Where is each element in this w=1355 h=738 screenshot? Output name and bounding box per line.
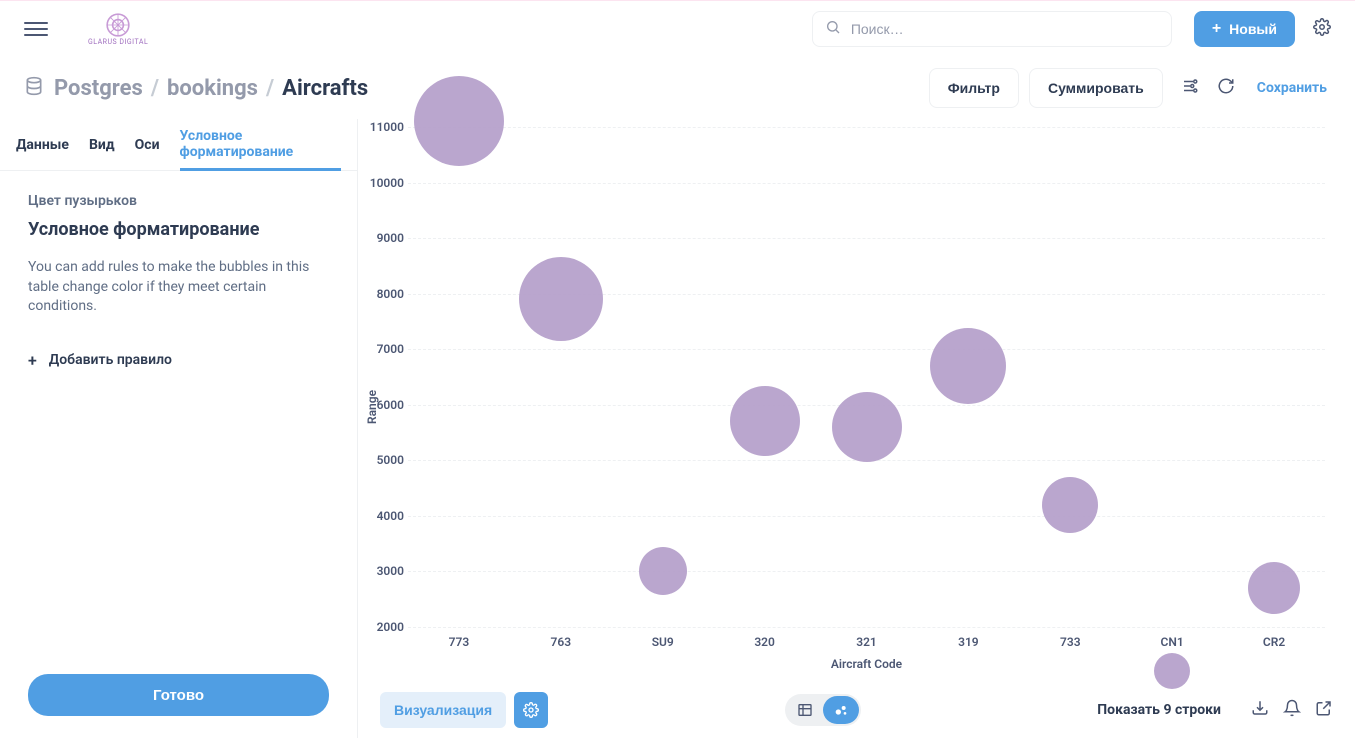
bubble[interactable]: [519, 257, 603, 341]
refresh-icon[interactable]: [1217, 77, 1235, 99]
bubble[interactable]: [930, 328, 1006, 404]
visualization-settings-button[interactable]: [514, 692, 548, 728]
bubble[interactable]: [730, 386, 800, 456]
panel-title: Условное форматирование: [28, 219, 329, 240]
breadcrumb-current: Aircrafts: [282, 76, 368, 101]
plus-icon: +: [28, 351, 37, 370]
x-tick: 321: [856, 635, 877, 649]
y-tick: 7000: [364, 342, 404, 356]
search-input[interactable]: [851, 21, 1159, 37]
visualization-button[interactable]: Визуализация: [380, 692, 506, 728]
bottom-bar: Визуализация Показать 9 строки: [358, 680, 1355, 738]
y-tick: 5000: [364, 453, 404, 467]
new-button-label: Новый: [1229, 21, 1277, 37]
y-tick: 4000: [364, 509, 404, 523]
bubble[interactable]: [832, 392, 902, 462]
x-tick: 320: [754, 635, 775, 649]
panel-description: You can add rules to make the bubbles in…: [28, 258, 329, 317]
gridline: [408, 127, 1325, 128]
tab-axes[interactable]: Оси: [135, 119, 160, 171]
x-tick: SU9: [652, 635, 674, 649]
query-subbar: Postgres / bookings / Aircrafts Фильтр С…: [0, 57, 1355, 119]
view-toggle: [785, 694, 861, 726]
tab-view[interactable]: Вид: [89, 119, 115, 171]
panel-subtitle: Цвет пузырьков: [28, 193, 329, 209]
new-button[interactable]: + Новый: [1194, 11, 1295, 47]
hamburger-menu[interactable]: [24, 17, 48, 41]
tab-conditional-formatting[interactable]: Условное форматирование: [180, 119, 341, 171]
x-tick: 319: [958, 635, 979, 649]
chart-area: Range 2000300040005000600070008000900010…: [358, 119, 1355, 738]
share-icon[interactable]: [1315, 699, 1333, 721]
gridline: [408, 571, 1325, 572]
bubble[interactable]: [1154, 653, 1190, 689]
logo-icon: [105, 12, 131, 38]
add-rule-label: Добавить правило: [49, 352, 172, 368]
x-tick: CR2: [1263, 635, 1285, 649]
search-icon: [825, 19, 841, 39]
breadcrumb-sep: /: [266, 76, 274, 101]
tab-data[interactable]: Данные: [16, 119, 69, 171]
download-icon[interactable]: [1251, 699, 1269, 721]
database-icon: [24, 76, 44, 100]
summarize-button[interactable]: Суммировать: [1029, 68, 1163, 108]
x-ticks-row: 773 763 SU9 320 321 319 733 CN1 CR2: [408, 627, 1325, 651]
filter-button[interactable]: Фильтр: [929, 68, 1019, 108]
breadcrumb: Postgres / bookings / Aircrafts: [54, 76, 368, 101]
gridline: [408, 183, 1325, 184]
editor-icon[interactable]: [1181, 77, 1199, 99]
app-logo[interactable]: GLARUS DIGITAL: [88, 12, 148, 46]
bubble[interactable]: [1042, 477, 1098, 533]
y-tick: 10000: [364, 176, 404, 190]
y-tick: 11000: [364, 120, 404, 134]
row-count-text: Показать 9 строки: [1097, 702, 1221, 718]
plus-icon: +: [1212, 20, 1221, 38]
y-tick: 6000: [364, 398, 404, 412]
add-rule-button[interactable]: + Добавить правило: [28, 341, 329, 380]
done-button[interactable]: Готово: [28, 674, 329, 716]
breadcrumb-db[interactable]: Postgres: [54, 76, 143, 101]
logo-text: GLARUS DIGITAL: [88, 38, 148, 46]
bubble[interactable]: [1248, 562, 1300, 614]
x-tick: CN1: [1161, 635, 1184, 649]
x-tick: 763: [551, 635, 572, 649]
gridline: [408, 516, 1325, 517]
bell-icon[interactable]: [1283, 699, 1301, 721]
search-box[interactable]: [812, 11, 1172, 47]
gridline: [408, 349, 1325, 350]
breadcrumb-schema[interactable]: bookings: [167, 76, 258, 101]
bubble[interactable]: [639, 547, 687, 595]
side-panel: Данные Вид Оси Условное форматирование Ц…: [0, 119, 358, 738]
chart-view-toggle[interactable]: [823, 696, 859, 724]
y-tick: 3000: [364, 564, 404, 578]
breadcrumb-sep: /: [151, 76, 159, 101]
topbar: GLARUS DIGITAL + Новый: [0, 1, 1355, 57]
y-tick: 2000: [364, 620, 404, 634]
save-link[interactable]: Сохранить: [1257, 80, 1327, 96]
x-tick: 733: [1060, 635, 1081, 649]
y-tick: 9000: [364, 231, 404, 245]
gridline: [408, 238, 1325, 239]
bubble[interactable]: [414, 76, 504, 166]
table-view-toggle[interactable]: [787, 696, 823, 724]
x-tick: 773: [449, 635, 470, 649]
y-tick: 8000: [364, 287, 404, 301]
panel-tabs: Данные Вид Оси Условное форматирование: [0, 119, 357, 171]
settings-button[interactable]: [1313, 18, 1331, 40]
bubble-plot: 2000300040005000600070008000900010000110…: [408, 127, 1325, 627]
